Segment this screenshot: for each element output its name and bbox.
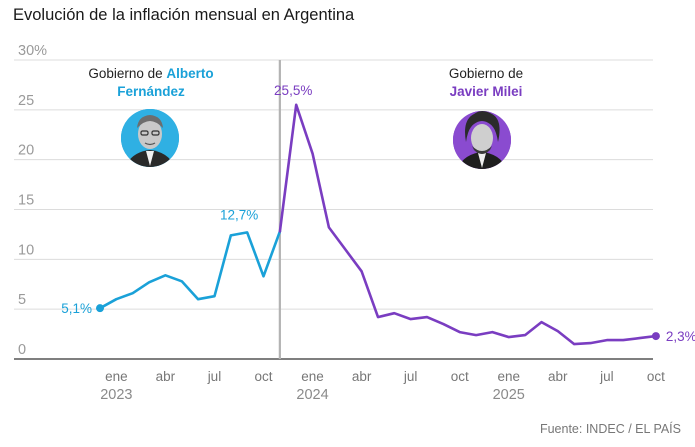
chart-title: Evolución de la inflación mensual en Arg… <box>13 6 355 24</box>
gov-prefix-milei: Gobierno de <box>449 66 523 81</box>
gov-prefix-fernandez: Gobierno de <box>88 66 166 81</box>
x-tick-label: abr <box>156 369 176 384</box>
x-tick-label: oct <box>647 369 665 384</box>
y-tick-label: 20 <box>18 143 34 159</box>
series-line-fernandez <box>98 230 282 310</box>
x-tick-label: jul <box>403 369 418 384</box>
series-line-milei <box>278 103 658 346</box>
x-tick-label: abr <box>548 369 568 384</box>
x-tick-label: abr <box>352 369 372 384</box>
portrait-milei <box>453 111 511 169</box>
data-label: 25,5% <box>274 83 312 98</box>
label-milei: Gobierno de Javier Milei <box>449 66 523 99</box>
data-label: 5,1% <box>61 301 92 316</box>
x-tick-label: jul <box>207 369 222 384</box>
end-point-marker <box>651 332 660 341</box>
gov-name-fernandez-2: Fernández <box>117 84 185 99</box>
gov-name-milei: Javier Milei <box>450 84 523 99</box>
y-tick-label: 25 <box>18 93 34 109</box>
gridlines <box>14 59 653 360</box>
source-note: Fuente: INDEC / EL PAÍS <box>539 422 681 436</box>
x-year-label: 2025 <box>493 387 525 403</box>
x-tick-label: jul <box>599 369 614 384</box>
start-point-marker <box>96 304 104 313</box>
y-tick-label: 5 <box>18 292 26 308</box>
svg-text:Gobierno de Alberto: Gobierno de Alberto <box>88 66 213 81</box>
data-label: 2,3% <box>666 329 695 344</box>
x-tick-label: oct <box>254 369 272 384</box>
x-year-label: 2024 <box>296 387 328 403</box>
x-tick-label: ene <box>105 369 128 384</box>
data-labels: 5,1% 12,7% 25,5% 2,3% <box>61 83 695 344</box>
gov-name-fernandez-1: Alberto <box>166 66 213 81</box>
x-tick-label: ene <box>301 369 324 384</box>
x-tick-label: oct <box>451 369 469 384</box>
y-tick-label: 10 <box>18 242 34 258</box>
y-tick-label: 0 <box>18 342 26 358</box>
data-label: 12,7% <box>220 207 258 222</box>
y-tick-label: 15 <box>18 193 34 209</box>
x-axis-ticks: ene abr jul oct ene abr jul oct ene abr jul oct 2023… <box>100 369 665 403</box>
x-year-label: 2023 <box>100 387 132 403</box>
x-tick-label: ene <box>497 369 520 384</box>
y-tick-label: 30% <box>18 43 47 59</box>
label-fernandez: Gobierno de Alberto Fernández <box>88 66 213 99</box>
series-lines <box>96 103 660 346</box>
y-axis-ticks: 30% 25 20 15 10 5 0 <box>18 43 47 358</box>
portrait-fernandez <box>121 109 179 167</box>
